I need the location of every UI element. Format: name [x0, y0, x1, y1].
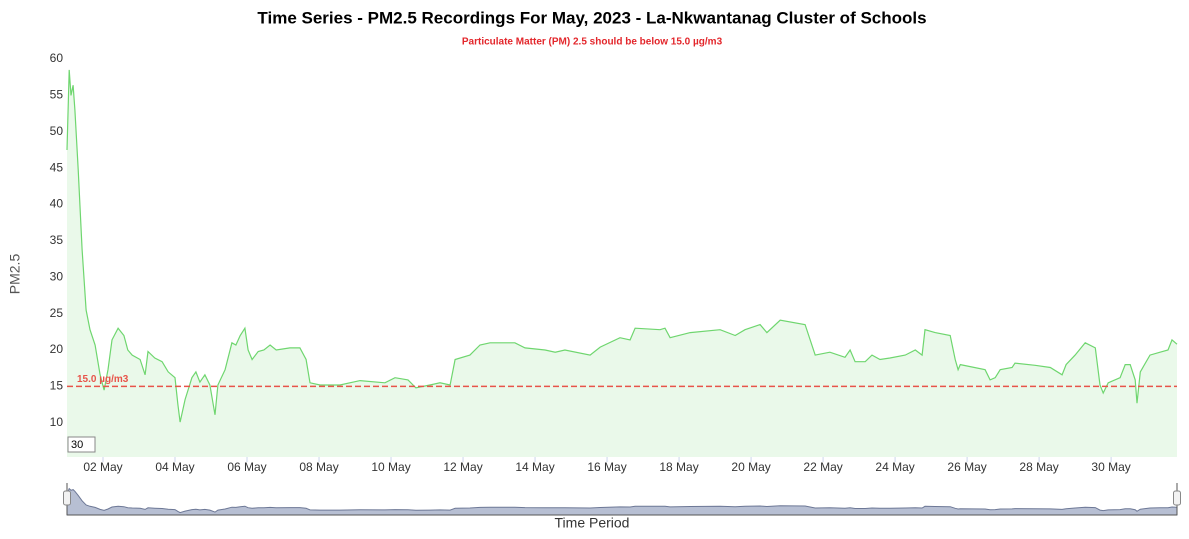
y-tick-label: 30 — [50, 269, 64, 283]
x-tick-label: 14 May — [515, 460, 554, 474]
y-tick-label: 40 — [50, 197, 64, 211]
window-label[interactable]: 30 — [71, 439, 83, 451]
x-tick-label: 24 May — [875, 460, 914, 474]
x-tick-label: 20 May — [731, 460, 770, 474]
y-tick-label: 55 — [50, 88, 64, 102]
navigator-handle[interactable] — [63, 490, 71, 506]
x-tick-label: 08 May — [299, 460, 338, 474]
y-tick-label: 35 — [50, 233, 64, 247]
window-box[interactable] — [67, 436, 96, 453]
navigator-handle[interactable] — [1173, 490, 1181, 506]
y-tick-label: 60 — [50, 51, 64, 65]
data-line — [66, 69, 1178, 423]
x-tick-label: 02 May — [83, 460, 122, 474]
chart-subtitle: Particulate Matter (PM) 2.5 should be be… — [462, 37, 723, 48]
x-tick-label: 22 May — [803, 460, 842, 474]
threshold-label: 15.0 µg/m3 — [77, 374, 129, 385]
navigator-area — [66, 487, 1178, 516]
x-tick-label: 28 May — [1019, 460, 1058, 474]
x-tick-label: 04 May — [155, 460, 194, 474]
area-fill — [67, 69, 1177, 458]
chart-title: Time Series - PM2.5 Recordings For May, … — [257, 8, 926, 27]
x-tick-label: 18 May — [659, 460, 698, 474]
y-tick-label: 45 — [50, 160, 64, 174]
y-tick-label: 50 — [50, 124, 64, 138]
x-tick-label: 10 May — [371, 460, 410, 474]
x-tick-label: 30 May — [1091, 460, 1130, 474]
x-tick-label: 26 May — [947, 460, 986, 474]
y-tick-label: 10 — [50, 415, 64, 429]
y-axis-label: PM2.5 — [7, 254, 23, 295]
y-tick-label: 20 — [50, 342, 64, 356]
x-tick-label: 16 May — [587, 460, 626, 474]
y-tick-label: 25 — [50, 306, 64, 320]
x-tick-label: 12 May — [443, 460, 482, 474]
x-axis-label: Time Period — [555, 515, 630, 531]
x-tick-label: 06 May — [227, 460, 266, 474]
y-tick-label: 15 — [50, 379, 64, 393]
